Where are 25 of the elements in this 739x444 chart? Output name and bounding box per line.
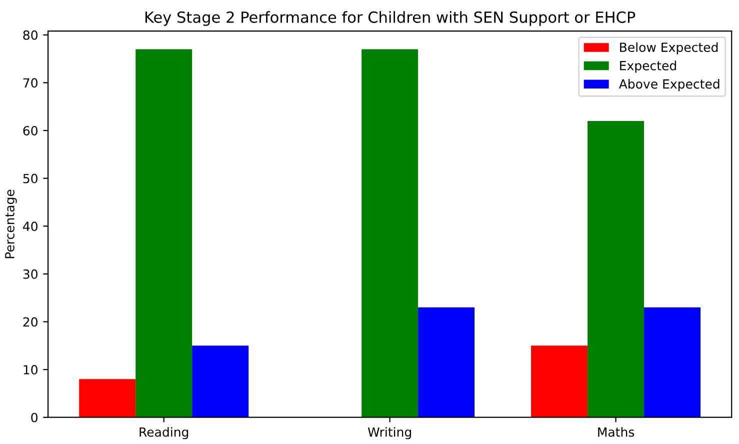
y-tick-label: 30 <box>23 269 38 279</box>
y-tick-label: 0 <box>31 412 38 422</box>
bar <box>362 49 418 418</box>
bar <box>192 346 249 418</box>
bar <box>418 307 475 418</box>
bar <box>588 120 644 418</box>
y-tick-label: 10 <box>24 365 38 374</box>
legend-label: Below Expected <box>620 42 718 54</box>
y-tick-label: 60 <box>23 126 38 136</box>
y-tick-label: 80 <box>23 30 38 40</box>
bar <box>136 49 192 418</box>
x-tick-label: Writing <box>368 427 412 440</box>
y-tick-label: 70 <box>23 78 38 88</box>
y-tick-label: 20 <box>23 317 38 327</box>
bar <box>644 307 701 418</box>
legend-label: Above Expected <box>618 79 720 92</box>
bar <box>531 346 588 418</box>
legend-label: Expected <box>620 60 676 73</box>
bar <box>79 379 136 418</box>
x-tick-label: Maths <box>598 427 634 437</box>
x-tick-label: Reading <box>140 427 188 440</box>
y-tick-label: 50 <box>23 174 38 184</box>
y-tick-label: 40 <box>23 222 38 232</box>
chart-title: Key Stage 2 Performance for Children with SEN Support or EHCP <box>145 11 636 26</box>
y-axis-title: Percentage <box>5 190 17 258</box>
